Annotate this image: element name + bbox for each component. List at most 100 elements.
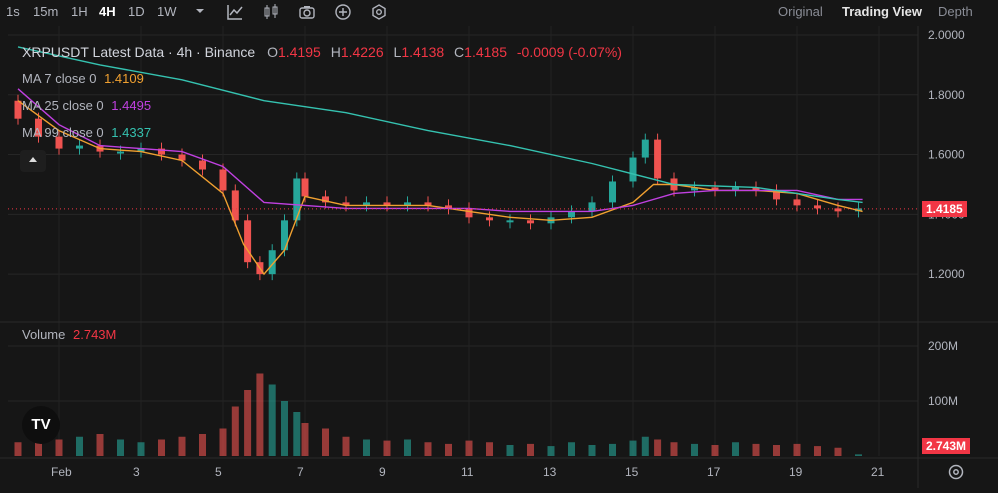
candle-body [137, 148, 145, 152]
candle-body [711, 187, 719, 191]
open-label: O [267, 44, 278, 60]
collapse-legend-button[interactable] [20, 150, 46, 172]
volume-bar [219, 428, 227, 456]
candle-body [732, 187, 739, 191]
line-chart-icon[interactable] [226, 3, 244, 21]
close-value: 1.4185 [464, 44, 507, 60]
candle-body [445, 205, 452, 209]
timeframe-1h[interactable]: 1H [71, 4, 88, 19]
candle-body [486, 217, 493, 221]
ohlc-legend: XRPUSDT Latest Data · 4h · Binance O1.41… [22, 44, 622, 60]
candle-body [231, 190, 239, 221]
volume-bar [383, 440, 391, 456]
candle-body [424, 202, 432, 206]
volume-bar [293, 412, 301, 456]
volume-bar [654, 439, 662, 456]
volume-bar [609, 443, 616, 456]
volume-bar [178, 436, 186, 456]
ma99-legend: MA 99 close 0 1.4337 [22, 125, 151, 140]
candle-body [609, 181, 616, 203]
time-axis-label: 11 [461, 465, 474, 479]
volume-bar [268, 384, 276, 456]
volume-bar [629, 440, 637, 456]
volume-bar [506, 445, 514, 456]
candle-body [691, 187, 698, 191]
candle-body [527, 220, 534, 224]
ma25-value: 1.4495 [111, 98, 152, 113]
candle-body [281, 220, 288, 251]
view-trading-view-tab[interactable]: Trading View [842, 4, 922, 19]
current-price-tag: 1.4185 [922, 201, 967, 217]
candle-body [199, 160, 206, 170]
candle-body [244, 220, 252, 263]
ma99-label: MA 99 close 0 [22, 125, 104, 140]
candle-body [35, 118, 42, 137]
volume-axis-label: 100M [928, 394, 958, 408]
candle-body [301, 178, 309, 197]
volume-bar [96, 434, 104, 456]
price-chart[interactable]: 2.00001.80001.60001.40001.2000200M100MFe… [0, 26, 998, 488]
time-axis-label: 5 [215, 465, 222, 479]
chevron-down-icon[interactable] [194, 3, 206, 19]
volume-bar [527, 443, 534, 456]
candle-body [834, 208, 842, 212]
timeframe-1s[interactable]: 1s [6, 4, 20, 19]
volume-bar [424, 442, 432, 456]
price-axis-label: 1.6000 [928, 148, 965, 162]
volume-bar [547, 446, 555, 456]
settings-gear-icon[interactable] [946, 462, 966, 482]
plus-circle-icon[interactable] [334, 3, 352, 21]
chart-area[interactable]: 2.00001.80001.60001.40001.2000200M100MFe… [0, 26, 998, 488]
candle-body [773, 190, 780, 200]
candle-body [793, 199, 801, 206]
time-axis-label: 19 [789, 465, 803, 479]
view-depth-tab[interactable]: Depth [938, 4, 973, 19]
time-axis-label: 3 [133, 465, 140, 479]
time-axis-label: 9 [379, 465, 386, 479]
low-value: 1.4138 [401, 44, 445, 60]
timeframe-1d[interactable]: 1D [128, 4, 145, 19]
timeframe-4h[interactable]: 4H [99, 4, 116, 19]
open-value: 1.4195 [277, 44, 321, 60]
candle-body [588, 202, 596, 212]
symbol-title: XRPUSDT Latest Data · 4h · Binance [22, 44, 256, 60]
volume-bar [404, 439, 411, 456]
volume-bar [568, 442, 575, 456]
change-value: -0.0009 (-0.07%) [516, 44, 622, 60]
volume-bar [691, 443, 698, 456]
volume-bar [732, 442, 739, 456]
volume-bar [814, 446, 821, 456]
timeframe-15m[interactable]: 15m [33, 4, 59, 19]
volume-bar [793, 443, 801, 456]
candle-body [629, 157, 637, 182]
candles-icon[interactable] [262, 3, 280, 21]
candle-body [219, 169, 227, 191]
volume-bar [14, 442, 22, 456]
volume-bar [855, 454, 862, 456]
volume-bar [231, 406, 239, 456]
volume-bar [158, 439, 165, 456]
candle-body [76, 145, 83, 149]
settings-hex-icon[interactable] [370, 3, 388, 21]
time-axis-label: 7 [297, 465, 304, 479]
ma99-value: 1.4337 [111, 125, 152, 140]
top-toolbar: 1s 15m 1H 4H 1D 1W Original Trading View… [0, 0, 998, 24]
candle-body [342, 202, 350, 206]
candle-body [383, 202, 391, 206]
view-original-tab[interactable]: Original [778, 4, 823, 19]
high-value: 1.4226 [340, 44, 384, 60]
close-label: C [454, 44, 465, 60]
timeframe-1w[interactable]: 1W [157, 4, 177, 19]
ma25-label: MA 25 close 0 [22, 98, 104, 113]
candle-body [55, 136, 63, 149]
candle-body [293, 178, 301, 221]
tradingview-logo[interactable]: TV [22, 406, 60, 444]
time-axis-label: 21 [871, 465, 885, 479]
camera-icon[interactable] [298, 3, 316, 21]
price-axis-label: 1.8000 [928, 88, 965, 102]
volume-bar [588, 445, 596, 456]
candle-body [117, 151, 124, 154]
candle-body [268, 250, 276, 275]
volume-axis-label: 200M [928, 339, 958, 353]
volume-bar [256, 373, 264, 456]
